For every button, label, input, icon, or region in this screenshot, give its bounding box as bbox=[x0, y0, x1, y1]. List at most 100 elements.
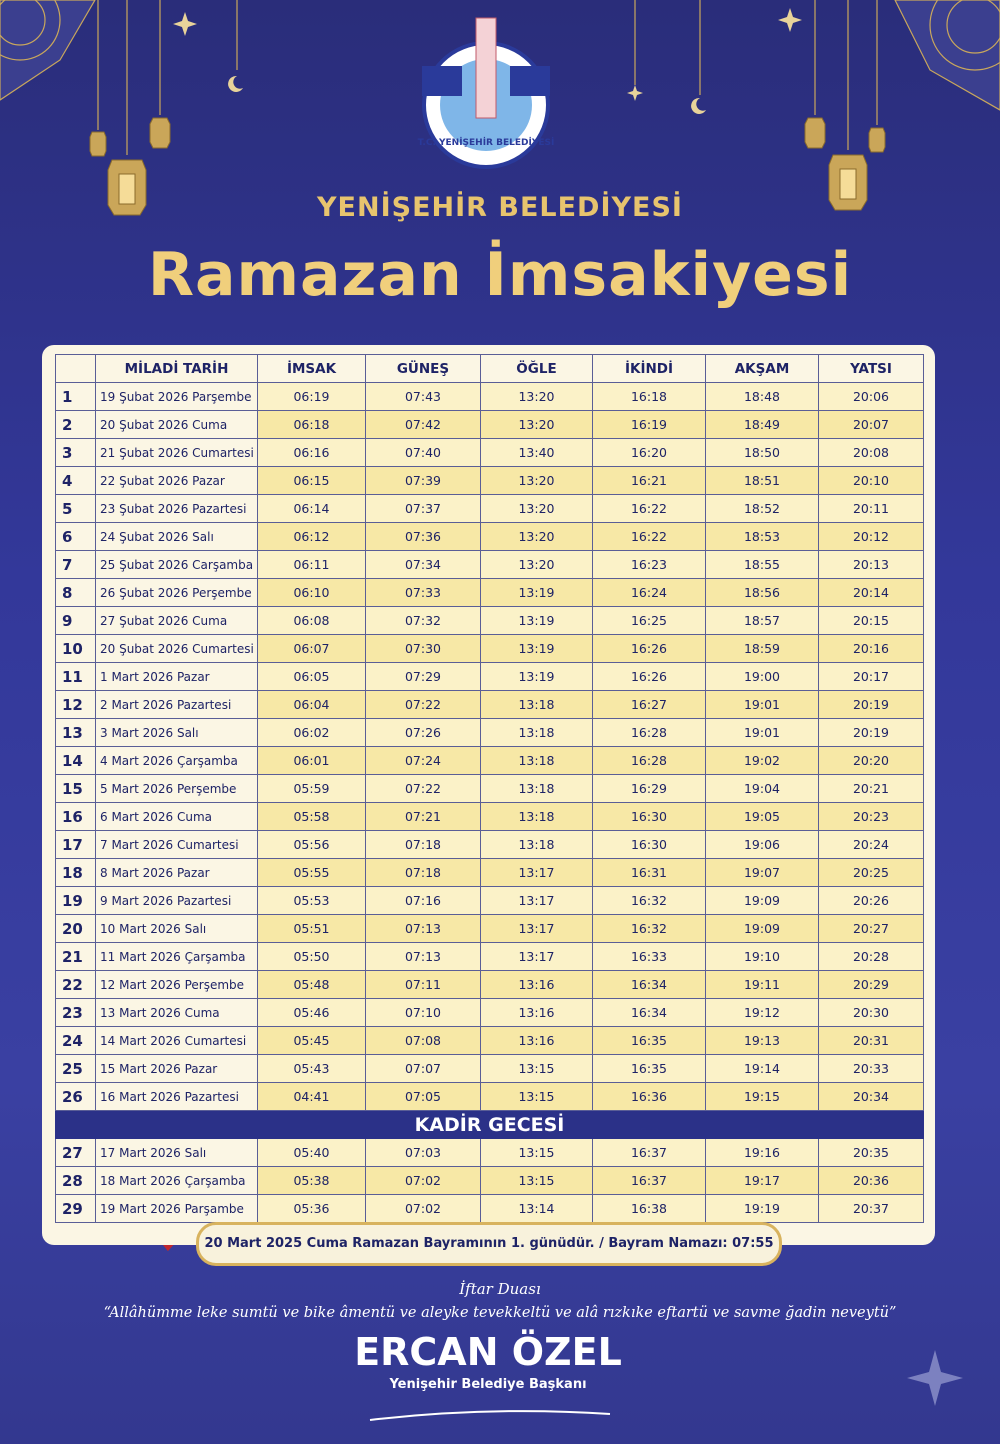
time-cell: 07:07 bbox=[365, 1054, 481, 1083]
section-row: KADİR GECESİ bbox=[55, 1110, 924, 1139]
time-cell: 13:20 bbox=[480, 522, 593, 551]
day-number: 3 bbox=[55, 438, 96, 467]
table-row: 25 15 Mart 2026 Pazar 05:43 07:07 13:15 16:35… bbox=[55, 1054, 924, 1083]
time-cell: 06:16 bbox=[257, 438, 366, 467]
table-row: 9 27 Şubat 2026 Cuma 06:08 07:32 13:19 16:25 1… bbox=[55, 606, 924, 635]
day-number: 26 bbox=[55, 1082, 96, 1111]
time-cell: 13:17 bbox=[480, 942, 593, 971]
logo-text: T.C. YENİŞEHİR BELEDİYESİ bbox=[418, 137, 555, 148]
time-cell: 13:18 bbox=[480, 718, 593, 747]
time-cell: 16:37 bbox=[592, 1166, 706, 1195]
time-cell: 20:29 bbox=[818, 970, 924, 999]
date-cell: 10 Mart 2026 Salı bbox=[95, 914, 258, 943]
time-cell: 20:27 bbox=[818, 914, 924, 943]
time-cell: 19:00 bbox=[705, 662, 819, 691]
table-row: 16 6 Mart 2026 Cuma 05:58 07:21 13:18 16:30 19… bbox=[55, 802, 924, 831]
date-cell: 8 Mart 2026 Pazar bbox=[95, 858, 258, 887]
day-number: 13 bbox=[55, 718, 96, 747]
section-title: KADİR GECESİ bbox=[55, 1110, 924, 1139]
date-cell: 23 Şubat 2026 Pazartesi bbox=[95, 494, 258, 523]
time-cell: 16:36 bbox=[592, 1082, 706, 1111]
time-cell: 16:23 bbox=[592, 550, 706, 579]
date-cell: 4 Mart 2026 Çarşamba bbox=[95, 746, 258, 775]
time-cell: 13:15 bbox=[480, 1166, 593, 1195]
time-cell: 20:12 bbox=[818, 522, 924, 551]
prayer-text: “Allâhümme leke sumtü ve bike âmentü ve … bbox=[103, 1305, 897, 1321]
time-cell: 16:26 bbox=[592, 634, 706, 663]
time-cell: 06:14 bbox=[257, 494, 366, 523]
table-row: 18 8 Mart 2026 Pazar 05:55 07:18 13:17 16:31 1… bbox=[55, 858, 924, 887]
time-cell: 07:40 bbox=[365, 438, 481, 467]
time-cell: 05:45 bbox=[257, 1026, 366, 1055]
time-cell: 18:49 bbox=[705, 410, 819, 439]
time-cell: 18:48 bbox=[705, 382, 819, 411]
day-number: 2 bbox=[55, 410, 96, 439]
header-cell: MİLADİ TARİH bbox=[95, 354, 258, 383]
time-cell: 20:07 bbox=[818, 410, 924, 439]
date-cell: 20 Şubat 2026 Cumartesi bbox=[95, 634, 258, 663]
time-cell: 13:19 bbox=[480, 634, 593, 663]
date-cell: 26 Şubat 2026 Perşembe bbox=[95, 578, 258, 607]
time-cell: 06:15 bbox=[257, 466, 366, 495]
date-cell: 19 Mart 2026 Parşambe bbox=[95, 1194, 258, 1223]
table-row: 28 18 Mart 2026 Çarşamba 05:38 07:02 13:15 16… bbox=[55, 1166, 924, 1195]
time-cell: 20:08 bbox=[818, 438, 924, 467]
time-cell: 20:10 bbox=[818, 466, 924, 495]
day-number: 15 bbox=[55, 774, 96, 803]
time-cell: 06:02 bbox=[257, 718, 366, 747]
time-cell: 07:03 bbox=[365, 1138, 481, 1167]
time-cell: 13:20 bbox=[480, 382, 593, 411]
header-cell: İMSAK bbox=[257, 354, 366, 383]
date-cell: 27 Şubat 2026 Cuma bbox=[95, 606, 258, 635]
header-cell bbox=[55, 354, 96, 383]
day-number: 17 bbox=[55, 830, 96, 859]
time-cell: 19:01 bbox=[705, 718, 819, 747]
table-row: 11 1 Mart 2026 Pazar 06:05 07:29 13:19 16:26 1… bbox=[55, 662, 924, 691]
date-cell: 18 Mart 2026 Çarşamba bbox=[95, 1166, 258, 1195]
date-cell: 7 Mart 2026 Cumartesi bbox=[95, 830, 258, 859]
time-cell: 06:19 bbox=[257, 382, 366, 411]
day-number: 22 bbox=[55, 970, 96, 999]
time-cell: 07:42 bbox=[365, 410, 481, 439]
time-cell: 20:15 bbox=[818, 606, 924, 635]
mayor-name: ERCAN ÖZEL bbox=[354, 1330, 622, 1374]
time-cell: 05:40 bbox=[257, 1138, 366, 1167]
day-number: 21 bbox=[55, 942, 96, 971]
time-cell: 13:15 bbox=[480, 1054, 593, 1083]
time-cell: 07:34 bbox=[365, 550, 481, 579]
time-cell: 07:33 bbox=[365, 578, 481, 607]
time-cell: 07:30 bbox=[365, 634, 481, 663]
time-cell: 16:26 bbox=[592, 662, 706, 691]
time-cell: 16:22 bbox=[592, 522, 706, 551]
time-cell: 20:16 bbox=[818, 634, 924, 663]
date-cell: 25 Şubat 2026 Carşamba bbox=[95, 550, 258, 579]
time-cell: 16:28 bbox=[592, 746, 706, 775]
time-cell: 16:19 bbox=[592, 410, 706, 439]
header-cell: ÖĞLE bbox=[480, 354, 593, 383]
time-cell: 19:16 bbox=[705, 1138, 819, 1167]
time-cell: 07:02 bbox=[365, 1166, 481, 1195]
time-cell: 16:34 bbox=[592, 970, 706, 999]
municipality: YENİŞEHİR BELEDİYESİ bbox=[317, 192, 683, 223]
header-cell: İKİNDİ bbox=[592, 354, 706, 383]
time-cell: 07:26 bbox=[365, 718, 481, 747]
time-cell: 07:10 bbox=[365, 998, 481, 1027]
time-cell: 16:29 bbox=[592, 774, 706, 803]
time-cell: 16:30 bbox=[592, 802, 706, 831]
table-row: 20 10 Mart 2026 Salı 05:51 07:13 13:17 16:32 1… bbox=[55, 914, 924, 943]
time-cell: 19:07 bbox=[705, 858, 819, 887]
time-cell: 19:09 bbox=[705, 914, 819, 943]
date-cell: 1 Mart 2026 Pazar bbox=[95, 662, 258, 691]
table-row: 21 11 Mart 2026 Çarşamba 05:50 07:13 13:17 16… bbox=[55, 942, 924, 971]
time-cell: 04:41 bbox=[257, 1082, 366, 1111]
time-cell: 20:24 bbox=[818, 830, 924, 859]
time-cell: 18:55 bbox=[705, 550, 819, 579]
table-row: 2 20 Şubat 2026 Cuma 06:18 07:42 13:20 16:19 1… bbox=[55, 410, 924, 439]
time-cell: 16:32 bbox=[592, 914, 706, 943]
date-cell: 12 Mart 2026 Perşembe bbox=[95, 970, 258, 999]
time-cell: 05:53 bbox=[257, 886, 366, 915]
table-row: 24 14 Mart 2026 Cumartesi 05:45 07:08 13:16 1… bbox=[55, 1026, 924, 1055]
time-cell: 19:13 bbox=[705, 1026, 819, 1055]
day-number: 20 bbox=[55, 914, 96, 943]
time-cell: 07:32 bbox=[365, 606, 481, 635]
